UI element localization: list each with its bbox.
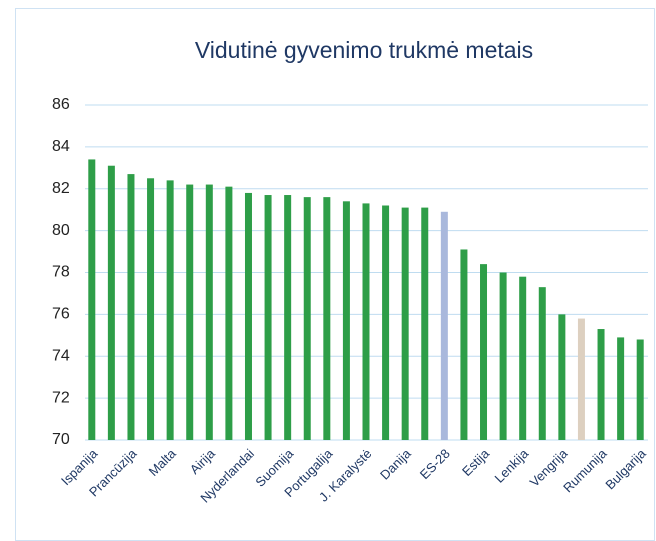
bar (617, 337, 625, 440)
bar (382, 205, 390, 440)
bar (342, 201, 350, 440)
y-tick-label: 72 (52, 389, 70, 406)
y-tick-label: 76 (52, 306, 70, 323)
bar (205, 184, 213, 440)
bar (499, 272, 507, 440)
chart-title: Vidutinė gyvenimo trukmė metais (195, 37, 533, 63)
bar (186, 184, 194, 440)
bar (303, 197, 311, 440)
bar (225, 186, 233, 440)
chart-frame (15, 8, 655, 541)
bar (440, 211, 448, 440)
y-tick-label: 80 (52, 222, 70, 239)
y-tick-label: 82 (52, 180, 70, 197)
bar (166, 180, 174, 440)
bar (480, 264, 488, 440)
bar (421, 207, 429, 440)
y-tick-label: 84 (52, 138, 70, 155)
bar (323, 197, 331, 440)
bar (147, 178, 155, 440)
bar (127, 174, 135, 440)
bar (401, 207, 409, 440)
bar (597, 329, 605, 440)
bar (244, 192, 252, 440)
bar (636, 339, 644, 440)
y-tick-label: 70 (52, 431, 70, 448)
y-tick-label: 86 (52, 96, 70, 113)
bar (284, 195, 292, 440)
y-tick-label: 74 (52, 347, 70, 364)
bar (107, 165, 115, 440)
bar (558, 314, 566, 440)
bar (577, 318, 585, 440)
bar (264, 195, 272, 440)
bar (538, 287, 546, 440)
bar (519, 276, 527, 440)
bar (460, 249, 468, 440)
bar (88, 159, 96, 440)
y-tick-label: 78 (52, 264, 70, 281)
bar (362, 203, 370, 440)
